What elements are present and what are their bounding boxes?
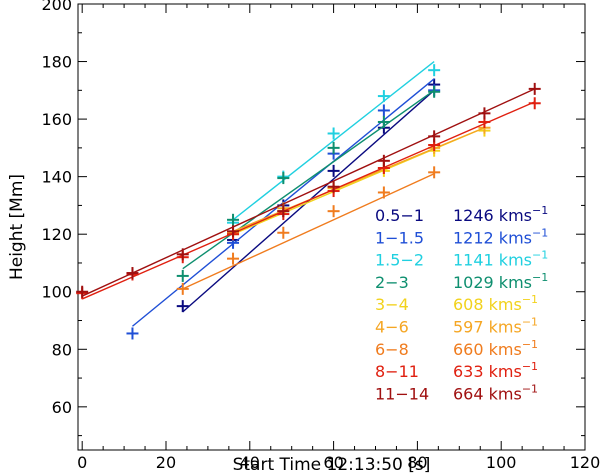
x-tick-label: 40 — [240, 453, 260, 472]
legend-speed: 1029 kms−1 — [453, 271, 548, 292]
data-point — [277, 226, 290, 239]
data-point — [428, 130, 441, 143]
legend-label: 3−4 — [375, 295, 409, 314]
fit-line — [81, 88, 536, 297]
series-group — [227, 121, 491, 239]
legend-speed: 633 kms−1 — [453, 360, 538, 381]
legend-speed-exponent: −1 — [532, 204, 548, 217]
plot-frame — [77, 3, 586, 451]
data-point — [528, 97, 541, 110]
x-axis-title: Start Time 12:13:50 [s] — [233, 455, 431, 474]
series-group — [76, 82, 541, 298]
data-point — [76, 285, 89, 298]
series-group — [176, 85, 441, 282]
legend-speed: 597 kms−1 — [453, 316, 538, 337]
data-point — [176, 269, 189, 282]
y-tick-label: 120 — [41, 225, 72, 244]
fit-line — [182, 173, 435, 290]
data-point — [377, 115, 390, 128]
x-tick-label: 20 — [156, 453, 176, 472]
data-point — [126, 327, 139, 340]
legend-speed: 608 kms−1 — [453, 293, 538, 314]
y-tick-label: 200 — [41, 0, 72, 14]
legend-speed-exponent: −1 — [532, 226, 548, 239]
legend-label: 1−1.5 — [375, 228, 424, 247]
legend-speed-exponent: −1 — [522, 360, 538, 373]
data-point — [277, 205, 290, 218]
data-point — [227, 252, 240, 265]
legend-speed: 664 kms−1 — [453, 382, 538, 403]
data-point — [377, 90, 390, 103]
x-tick-label: 80 — [407, 453, 427, 472]
legend-speed: 1212 kms−1 — [453, 226, 548, 247]
fit-line — [182, 89, 435, 270]
data-point — [176, 282, 189, 295]
legend-label: 2−3 — [375, 273, 409, 292]
data-point — [227, 225, 240, 238]
legend-label: 11−14 — [375, 384, 429, 403]
x-tick-label: 100 — [486, 453, 517, 472]
data-point — [428, 85, 441, 98]
legend-label: 6−8 — [375, 340, 409, 359]
fit-line — [81, 101, 535, 300]
y-tick-label: 80 — [52, 340, 72, 359]
data-point — [428, 64, 441, 77]
x-tick-label: 0 — [77, 453, 87, 472]
legend-speed-exponent: −1 — [532, 271, 548, 284]
legend-speed: 660 kms−1 — [453, 338, 538, 359]
legend-label: 8−11 — [375, 362, 419, 381]
y-tick-label: 180 — [41, 53, 72, 72]
y-axis-title: Height [Mm] — [7, 174, 27, 280]
data-point — [377, 154, 390, 167]
data-point — [176, 300, 189, 313]
data-point — [377, 104, 390, 117]
data-point — [227, 213, 240, 226]
data-point — [528, 82, 541, 95]
data-point — [327, 205, 340, 218]
x-tick-label: 120 — [570, 453, 600, 472]
legend-speed-exponent: −1 — [522, 293, 538, 306]
legend-label: 1.5−2 — [375, 251, 424, 270]
data-point — [327, 180, 340, 193]
data-point — [327, 141, 340, 154]
data-point — [277, 172, 290, 185]
data-point — [327, 164, 340, 177]
y-tick-label: 60 — [52, 398, 72, 417]
x-tick-label: 60 — [323, 453, 343, 472]
legend-speed-exponent: −1 — [522, 382, 538, 395]
data-point — [176, 248, 189, 261]
data-point — [478, 107, 491, 120]
legend-speed-exponent: −1 — [522, 316, 538, 329]
legend-speed: 1141 kms−1 — [453, 249, 548, 270]
data-point — [428, 166, 441, 179]
y-tick-label: 100 — [41, 283, 72, 302]
legend-label: 0.5−1 — [375, 206, 424, 225]
legend-label: 4−6 — [375, 318, 409, 337]
series-group — [176, 166, 441, 295]
data-point — [377, 186, 390, 199]
fit-line — [232, 127, 485, 232]
legend-speed-exponent: −1 — [522, 338, 538, 351]
y-tick-label: 140 — [41, 168, 72, 187]
data-point — [327, 127, 340, 140]
legend-speed-exponent: −1 — [532, 249, 548, 262]
fit-line — [232, 60, 435, 221]
y-tick-label: 160 — [41, 110, 72, 129]
legend-speed: 1246 kms−1 — [453, 204, 548, 225]
data-point — [126, 267, 139, 280]
